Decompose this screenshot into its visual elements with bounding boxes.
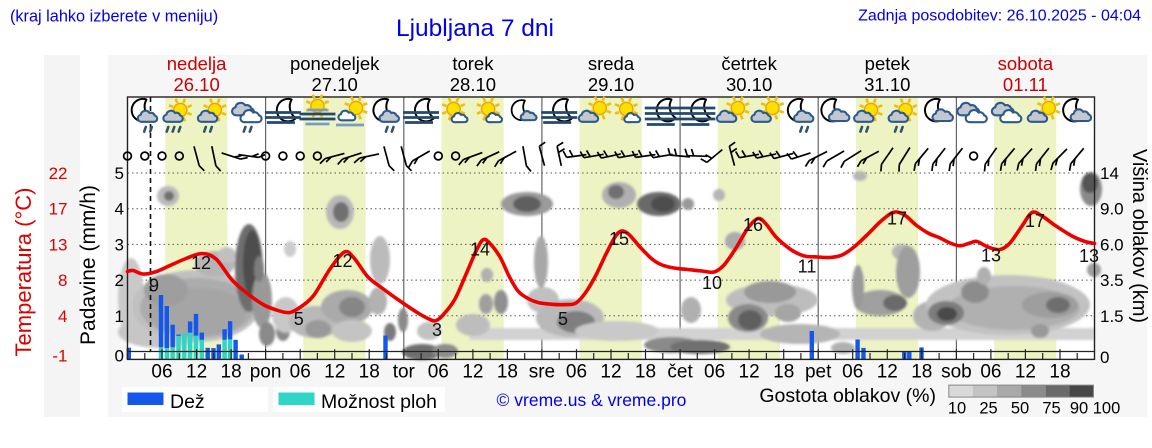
svg-text:Ljubljana 7 dni: Ljubljana 7 dni xyxy=(396,15,554,42)
svg-text:nedelja: nedelja xyxy=(167,53,227,74)
svg-text:11: 11 xyxy=(798,257,817,277)
svg-text:30.10: 30.10 xyxy=(726,74,772,95)
svg-text:22: 22 xyxy=(49,164,68,183)
svg-text:Možnost ploh: Možnost ploh xyxy=(321,391,437,413)
svg-text:5: 5 xyxy=(115,164,124,183)
svg-text:06: 06 xyxy=(290,362,311,383)
svg-text:75: 75 xyxy=(1042,400,1060,418)
svg-text:18: 18 xyxy=(1049,362,1070,383)
svg-text:06: 06 xyxy=(980,362,1001,383)
svg-text:petek: petek xyxy=(865,53,911,74)
svg-text:12: 12 xyxy=(332,251,352,271)
svg-text:8: 8 xyxy=(58,271,67,290)
svg-text:01.11: 01.11 xyxy=(1003,74,1048,95)
svg-text:12: 12 xyxy=(462,362,483,383)
svg-text:-1: -1 xyxy=(52,347,67,366)
svg-text:28.10: 28.10 xyxy=(450,74,496,95)
svg-text:3: 3 xyxy=(115,235,124,254)
svg-text:(kraj lahko izberete v meniju): (kraj lahko izberete v meniju) xyxy=(10,8,218,26)
svg-text:90: 90 xyxy=(1070,400,1088,418)
svg-text:3.5: 3.5 xyxy=(1100,271,1124,290)
svg-text:29.10: 29.10 xyxy=(588,74,634,95)
svg-text:18: 18 xyxy=(773,362,794,383)
svg-text:pon: pon xyxy=(250,362,282,383)
svg-text:Padavine (mm/h): Padavine (mm/h) xyxy=(77,185,100,345)
svg-text:0: 0 xyxy=(115,347,124,366)
svg-text:18: 18 xyxy=(221,362,242,383)
svg-text:12: 12 xyxy=(324,362,345,383)
svg-text:13: 13 xyxy=(49,235,68,254)
svg-text:12: 12 xyxy=(877,362,898,383)
svg-text:18: 18 xyxy=(911,362,932,383)
svg-text:31.10: 31.10 xyxy=(864,74,910,95)
svg-text:15: 15 xyxy=(609,229,629,249)
svg-text:čet: čet xyxy=(667,362,693,383)
svg-text:18: 18 xyxy=(635,362,656,383)
svg-text:5: 5 xyxy=(558,309,568,329)
svg-text:18: 18 xyxy=(359,362,380,383)
svg-text:12: 12 xyxy=(1015,362,1036,383)
svg-text:9: 9 xyxy=(149,276,159,296)
svg-text:5: 5 xyxy=(294,309,304,329)
svg-text:sobota: sobota xyxy=(998,53,1054,74)
svg-text:16: 16 xyxy=(743,215,763,235)
svg-text:četrtek: četrtek xyxy=(721,53,777,74)
svg-text:12: 12 xyxy=(739,362,760,383)
svg-text:18: 18 xyxy=(497,362,518,383)
svg-text:9.0: 9.0 xyxy=(1100,200,1124,219)
svg-text:pet: pet xyxy=(805,362,832,383)
svg-text:4: 4 xyxy=(58,307,67,326)
svg-text:27.10: 27.10 xyxy=(312,74,358,95)
svg-text:06: 06 xyxy=(151,362,172,383)
svg-text:13: 13 xyxy=(1079,246,1099,266)
svg-text:26.10: 26.10 xyxy=(173,74,219,95)
svg-text:06: 06 xyxy=(704,362,725,383)
svg-text:Višina oblakov (km): Višina oblakov (km) xyxy=(1128,149,1150,323)
svg-text:17: 17 xyxy=(49,200,68,219)
svg-text:06: 06 xyxy=(842,362,863,383)
svg-text:Dež: Dež xyxy=(170,391,205,413)
svg-text:100: 100 xyxy=(1093,400,1121,418)
svg-text:06: 06 xyxy=(428,362,449,383)
svg-text:Temperatura (°C): Temperatura (°C) xyxy=(11,188,36,357)
svg-text:4: 4 xyxy=(115,200,124,219)
svg-text:10: 10 xyxy=(702,273,722,293)
svg-text:6.0: 6.0 xyxy=(1100,235,1124,254)
svg-text:0: 0 xyxy=(1100,348,1109,367)
svg-text:25: 25 xyxy=(979,400,997,418)
svg-text:17: 17 xyxy=(1025,211,1045,231)
svg-text:1.5: 1.5 xyxy=(1100,307,1124,326)
svg-text:ponedeljek: ponedeljek xyxy=(290,53,380,74)
svg-text:14: 14 xyxy=(1100,164,1119,183)
svg-text:12: 12 xyxy=(191,253,211,273)
svg-text:12: 12 xyxy=(186,362,207,383)
svg-text:10: 10 xyxy=(948,400,966,418)
svg-text:sreda: sreda xyxy=(588,53,635,74)
svg-text:12: 12 xyxy=(600,362,621,383)
svg-text:1: 1 xyxy=(115,307,124,326)
svg-text:Gostota oblakov (%): Gostota oblakov (%) xyxy=(759,385,936,407)
svg-text:tor: tor xyxy=(393,362,416,383)
svg-text:3: 3 xyxy=(432,320,442,340)
svg-text:2: 2 xyxy=(115,271,124,290)
svg-text:Zadnja posodobitev: 26.10.2025: Zadnja posodobitev: 26.10.2025 - 04:04 xyxy=(858,8,1141,25)
svg-text:sob: sob xyxy=(941,362,972,383)
svg-text:torek: torek xyxy=(452,53,494,74)
svg-text:50: 50 xyxy=(1011,400,1029,418)
svg-text:14: 14 xyxy=(470,240,490,260)
svg-text:17: 17 xyxy=(887,209,907,229)
svg-text:13: 13 xyxy=(981,246,1001,266)
svg-text:© vreme.us & vreme.pro: © vreme.us & vreme.pro xyxy=(497,390,687,410)
svg-text:06: 06 xyxy=(566,362,587,383)
svg-text:sre: sre xyxy=(529,362,555,383)
